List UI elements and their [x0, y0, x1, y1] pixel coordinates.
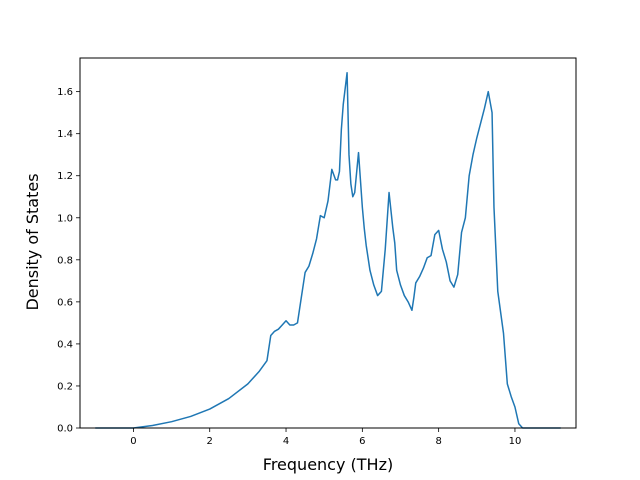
- y-tick-label: 0.2: [57, 381, 73, 392]
- x-tick-label: 6: [359, 436, 365, 447]
- y-tick-label: 1.0: [57, 213, 73, 224]
- x-tick-label: 0: [130, 436, 136, 447]
- y-tick-label: 0.8: [57, 255, 73, 266]
- y-tick-label: 0.4: [57, 339, 73, 350]
- y-axis-label: Density of States: [23, 173, 42, 310]
- y-tick-label: 1.6: [57, 87, 73, 98]
- y-axis: 0.0 0.2 0.4 0.6 0.8 1.0 1.2 1.4 1.6: [57, 87, 80, 435]
- x-axis-label: Frequency (THz): [263, 455, 393, 474]
- series-line-0: [95, 71, 561, 429]
- x-tick-label: 2: [207, 436, 213, 447]
- y-tick-label: 1.2: [57, 171, 73, 182]
- x-tick-label: 10: [509, 436, 522, 447]
- y-tick-label: 0.6: [57, 297, 73, 308]
- plot-area: [95, 71, 561, 429]
- y-tick-label: 1.4: [57, 129, 73, 140]
- x-tick-label: 8: [435, 436, 441, 447]
- x-tick-label: 4: [283, 436, 289, 447]
- x-axis: 0 2 4 6 8 10: [130, 428, 521, 447]
- axes-frame: [79, 57, 577, 429]
- y-tick-label: 0.0: [57, 424, 73, 435]
